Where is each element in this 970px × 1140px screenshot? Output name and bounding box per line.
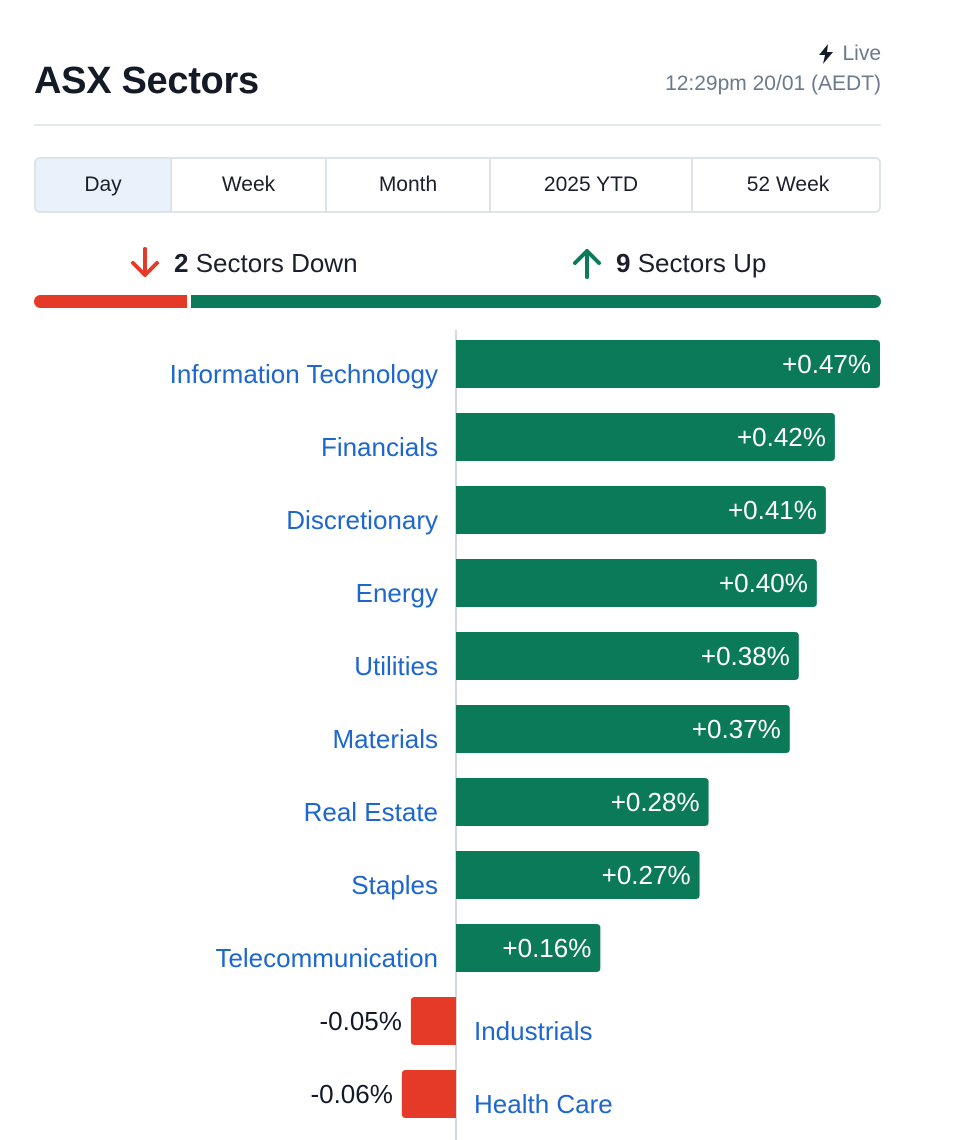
tab-week[interactable]: Week [172,159,327,211]
value-label-real-estate: +0.28% [611,787,700,817]
sector-row-industrials: Industrials -0.05% [320,997,593,1046]
breadth-bar-up [191,295,881,308]
bar-telecommunication [456,924,601,972]
sector-label-industrials[interactable]: Industrials [474,1016,593,1046]
bar-discretionary [456,486,826,534]
period-tabs: Day Week Month 2025 YTD 52 Week [34,157,881,213]
sector-row-energy: Energy +0.40% [356,559,817,608]
header: ASX Sectors Live 12:29pm 20/01 (AEDT) [34,40,881,126]
value-label-materials: +0.37% [692,714,781,744]
timestamp: 12:29pm 20/01 (AEDT) [665,72,881,95]
page-title: ASX Sectors [34,60,259,102]
sector-row-utilities: Utilities +0.38% [354,632,799,681]
sectors-down-label: Sectors Down [195,247,358,278]
value-label-financials: +0.42% [737,422,826,452]
sector-bar-chart: Information Technology +0.47% Financials +0… [170,330,880,1140]
tab-2025-ytd[interactable]: 2025 YTD [491,159,693,211]
tab-52-week[interactable]: 52 Week [746,173,830,196]
sector-row-real-estate: Real Estate +0.28% [304,778,709,827]
bar-staples [456,851,700,899]
tab-day[interactable]: Day [36,159,172,211]
sector-label-energy[interactable]: Energy [356,578,438,608]
sector-label-financials[interactable]: Financials [321,432,438,462]
live-label: Live [842,42,881,65]
sectors-down-summary: 2 Sectors Down [128,246,358,280]
tab-month[interactable]: Month [327,159,491,211]
sector-label-information-technology[interactable]: Information Technology [170,359,438,389]
sectors-down-count: 2 [174,247,189,278]
sector-row-materials: Materials +0.37% [333,705,790,754]
sector-row-staples: Staples +0.27% [351,851,700,900]
value-label-energy: +0.40% [719,568,808,598]
bar-real-estate [456,778,709,826]
bar-energy [456,559,817,607]
value-label-industrials: -0.05% [320,1006,402,1036]
sectors-up-count: 9 [616,247,631,278]
bar-health-care [401,1070,456,1118]
arrow-down-icon [131,247,159,277]
value-label-health-care: -0.06% [310,1079,392,1109]
arrow-up-icon [573,249,601,279]
sectors-up-label: Sectors Up [637,247,767,278]
value-label-discretionary: +0.41% [728,495,817,525]
sector-label-discretionary[interactable]: Discretionary [286,505,438,535]
sector-row-discretionary: Discretionary +0.41% [286,486,826,535]
sector-label-staples[interactable]: Staples [351,870,438,900]
bar-information-technology [456,340,880,388]
value-label-utilities: +0.38% [701,641,790,671]
bar-industrials [410,997,456,1045]
sectors-up-summary: 9 Sectors Up [570,246,766,280]
sector-label-health-care[interactable]: Health Care [474,1089,613,1119]
value-label-information-technology: +0.47% [782,349,871,379]
sector-label-real-estate[interactable]: Real Estate [304,797,438,827]
bar-utilities [456,632,799,680]
breadth-bar [34,295,881,308]
lightning-icon [819,44,834,64]
sector-row-information-technology: Information Technology +0.47% [170,340,880,389]
sector-row-financials: Financials +0.42% [321,413,835,462]
sector-row-telecommunication: Telecommunication +0.16% [215,924,601,973]
value-label-staples: +0.27% [602,860,691,890]
sector-label-telecommunication[interactable]: Telecommunication [215,943,438,973]
sector-label-utilities[interactable]: Utilities [354,651,438,681]
sector-row-health-care: Health Care -0.06% [310,1070,613,1119]
bar-financials [456,413,835,461]
value-label-telecommunication: +0.16% [502,933,591,963]
sector-label-materials[interactable]: Materials [333,724,438,754]
bar-materials [456,705,790,753]
breadth-bar-down [34,295,187,308]
live-indicator: Live [818,42,881,66]
